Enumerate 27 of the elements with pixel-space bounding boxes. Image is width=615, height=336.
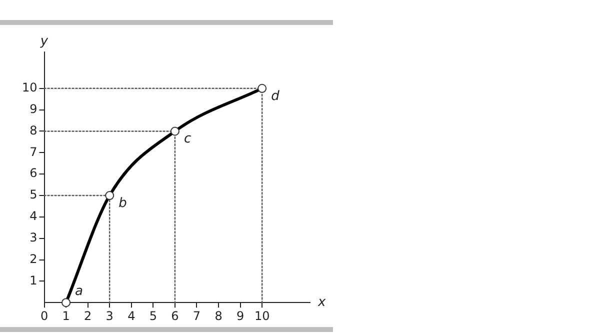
y-tick-label: 10 — [22, 80, 38, 95]
annotation: a — [75, 284, 84, 299]
y-tick-label: 4 — [30, 209, 38, 224]
x-tick-label: 6 — [171, 308, 179, 323]
x-tick-label: 0 — [40, 308, 48, 323]
y-tick-label: 1 — [30, 273, 38, 288]
y-tick-label: 7 — [30, 144, 38, 159]
x-tick-label: 9 — [236, 308, 244, 323]
x-tick-label: 1 — [62, 308, 70, 323]
x-tick-label: 8 — [214, 308, 222, 323]
annotation: d — [271, 88, 280, 104]
x-tick-label: 5 — [149, 308, 157, 323]
x-tick-label: 3 — [106, 308, 114, 323]
x-tick-label: 7 — [192, 308, 201, 323]
x-tick-label: 4 — [128, 308, 136, 323]
annotation: b — [118, 196, 127, 211]
y-tick-label: 5 — [30, 188, 38, 202]
y-tick-label: 6 — [30, 166, 38, 180]
x-tick-label: 10 — [254, 308, 270, 323]
y-tick-label: 9 — [30, 102, 38, 116]
y-tick-label: 2 — [30, 252, 38, 266]
y-tick-label: 8 — [30, 123, 38, 138]
x-tick-label: 2 — [84, 308, 92, 323]
annotation: c — [184, 132, 192, 147]
y-axis-title: y — [39, 34, 48, 49]
y-tick-label: 3 — [30, 230, 38, 244]
x-axis-title: x — [317, 294, 326, 310]
